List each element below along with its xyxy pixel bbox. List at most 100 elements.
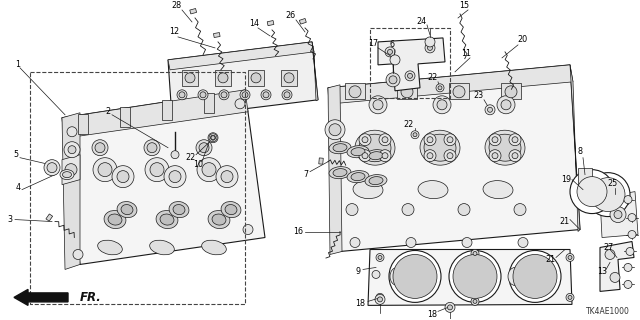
Circle shape (512, 153, 518, 159)
Circle shape (433, 96, 451, 114)
Circle shape (570, 170, 614, 213)
Circle shape (489, 150, 501, 162)
Circle shape (219, 90, 229, 100)
Circle shape (346, 204, 358, 216)
Circle shape (386, 73, 400, 87)
Circle shape (453, 86, 465, 98)
Circle shape (350, 237, 360, 247)
Ellipse shape (173, 204, 185, 215)
Polygon shape (204, 93, 214, 113)
Circle shape (169, 171, 181, 183)
Polygon shape (449, 83, 469, 99)
Polygon shape (312, 42, 318, 101)
Circle shape (458, 204, 470, 216)
Circle shape (387, 49, 392, 54)
Circle shape (447, 305, 452, 310)
Ellipse shape (221, 202, 241, 218)
Ellipse shape (225, 204, 237, 215)
Ellipse shape (208, 211, 230, 228)
Circle shape (566, 253, 574, 261)
FancyArrow shape (14, 289, 68, 305)
Ellipse shape (369, 177, 383, 185)
Circle shape (424, 150, 436, 162)
Circle shape (428, 45, 433, 50)
Ellipse shape (160, 214, 174, 225)
Circle shape (282, 90, 292, 100)
Polygon shape (215, 70, 231, 86)
Text: 13: 13 (597, 267, 607, 276)
Circle shape (251, 73, 261, 83)
Polygon shape (578, 168, 592, 195)
Polygon shape (46, 214, 52, 221)
Circle shape (514, 204, 526, 216)
Polygon shape (162, 100, 172, 120)
Ellipse shape (150, 240, 174, 255)
Text: 20: 20 (517, 36, 527, 44)
Circle shape (68, 146, 76, 154)
Ellipse shape (508, 268, 522, 285)
Circle shape (628, 230, 636, 238)
Circle shape (117, 171, 129, 183)
Polygon shape (570, 65, 580, 232)
Circle shape (405, 71, 415, 81)
Circle shape (425, 37, 435, 47)
Ellipse shape (485, 130, 525, 165)
Circle shape (376, 293, 384, 301)
Circle shape (513, 254, 557, 298)
Polygon shape (600, 242, 634, 292)
Polygon shape (62, 90, 265, 264)
Circle shape (624, 280, 632, 288)
Circle shape (329, 124, 341, 136)
Circle shape (179, 92, 185, 98)
Text: 25: 25 (607, 179, 617, 188)
Ellipse shape (63, 172, 72, 178)
Circle shape (614, 211, 622, 219)
Polygon shape (328, 65, 580, 252)
Circle shape (359, 150, 371, 162)
Ellipse shape (347, 171, 369, 183)
Circle shape (362, 153, 368, 159)
Text: 22: 22 (428, 73, 438, 82)
Circle shape (221, 171, 233, 183)
Polygon shape (62, 155, 80, 185)
Circle shape (261, 90, 271, 100)
Circle shape (185, 73, 195, 83)
Ellipse shape (121, 204, 133, 215)
Circle shape (509, 134, 521, 146)
Circle shape (447, 153, 453, 159)
Circle shape (577, 177, 607, 207)
Circle shape (489, 134, 501, 146)
Text: 21: 21 (559, 217, 569, 226)
Circle shape (610, 272, 620, 283)
Ellipse shape (365, 150, 387, 162)
Circle shape (284, 92, 290, 98)
Text: 24: 24 (416, 18, 426, 27)
Circle shape (406, 237, 416, 247)
Circle shape (509, 251, 561, 302)
Text: 3: 3 (8, 215, 13, 224)
Circle shape (445, 302, 455, 312)
Circle shape (47, 163, 57, 173)
Polygon shape (62, 90, 248, 138)
Ellipse shape (424, 134, 456, 161)
Text: FR.: FR. (80, 291, 102, 304)
Circle shape (197, 158, 221, 182)
Ellipse shape (156, 211, 178, 228)
Polygon shape (328, 85, 342, 254)
Circle shape (402, 204, 414, 216)
Circle shape (626, 247, 634, 255)
Circle shape (208, 133, 218, 143)
Text: 27: 27 (603, 243, 613, 252)
Ellipse shape (351, 148, 365, 156)
Ellipse shape (420, 130, 460, 165)
Circle shape (509, 150, 521, 162)
Polygon shape (267, 20, 274, 26)
Ellipse shape (483, 180, 513, 199)
Circle shape (605, 250, 615, 260)
Circle shape (92, 140, 108, 156)
Polygon shape (190, 9, 196, 14)
Circle shape (211, 136, 215, 140)
Ellipse shape (98, 240, 122, 255)
Circle shape (376, 253, 384, 261)
Polygon shape (248, 70, 264, 86)
